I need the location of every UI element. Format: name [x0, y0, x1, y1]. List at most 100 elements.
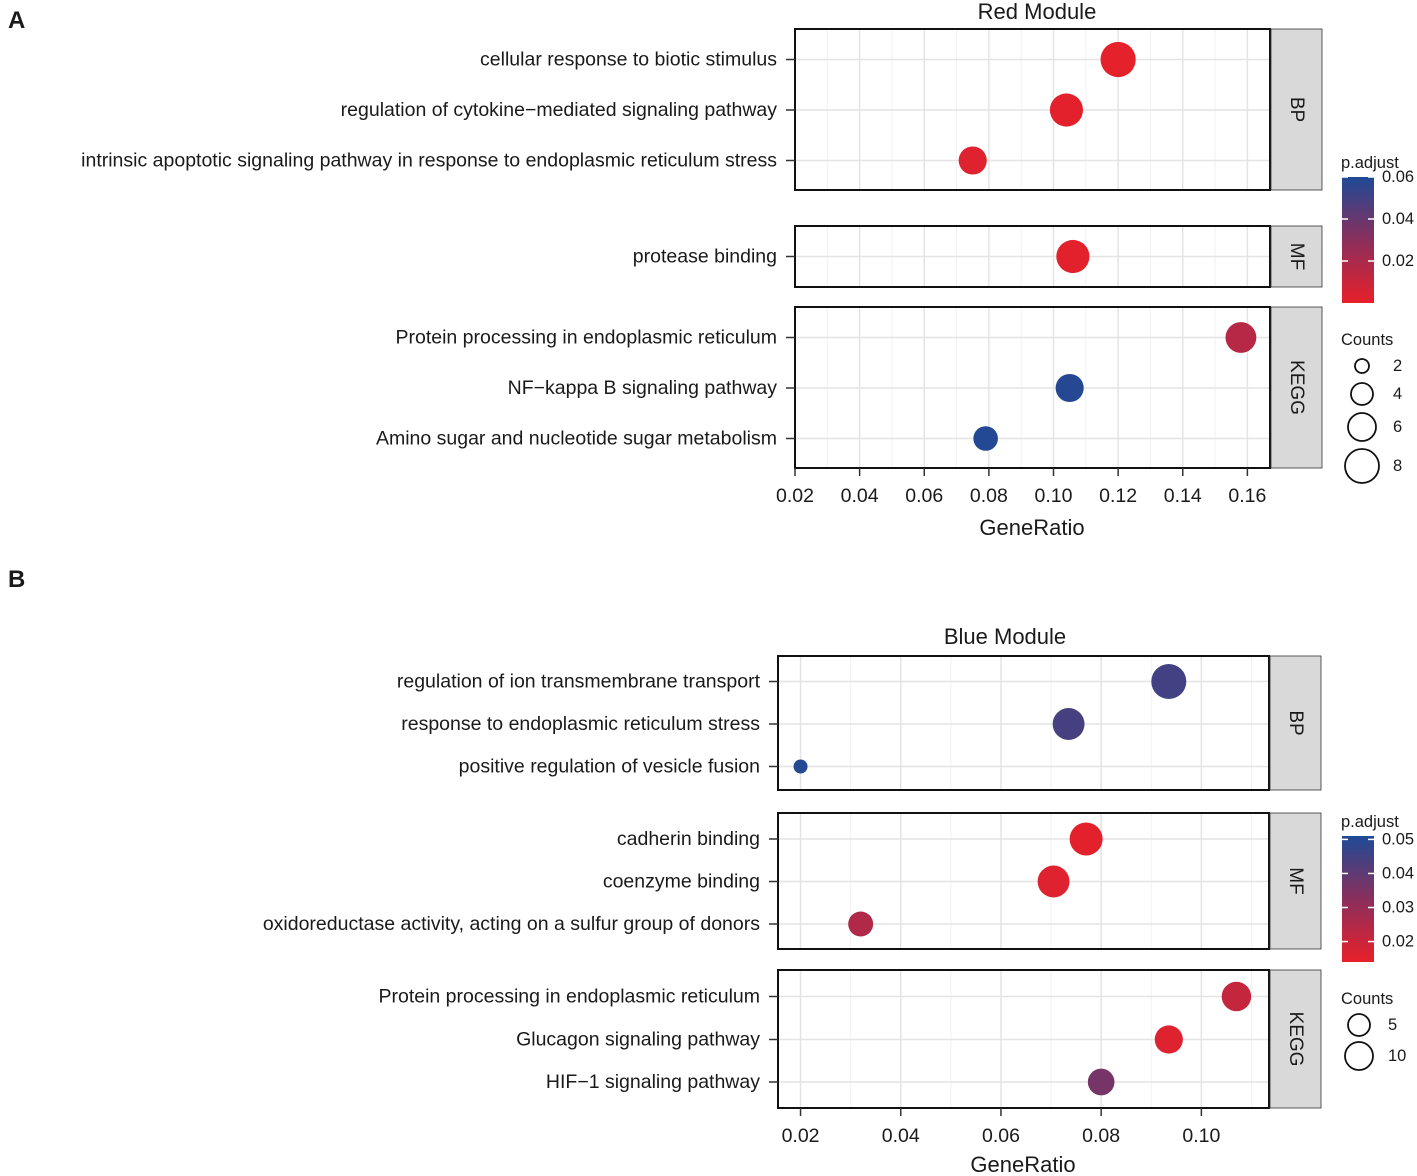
- y-tick-label: protease binding: [633, 246, 777, 268]
- panel-b-facet-bp-row-0: regulation of ion transmembrane transpor…: [397, 664, 1187, 699]
- panel-a-facet-kegg: KEGG Protein processing in endoplasmic r…: [376, 306, 1323, 469]
- x-tick-label: 0.06: [905, 485, 943, 507]
- dot-coenzyme-binding: [1037, 865, 1070, 898]
- panel-b-facet-mf-strip-label: MF: [1285, 867, 1306, 894]
- x-tick-label: 0.08: [1082, 1125, 1120, 1147]
- dot-glucagon-signaling: [1154, 1025, 1183, 1054]
- y-tick-label: Amino sugar and nucleotide sugar metabol…: [376, 428, 777, 450]
- colorbar-tick-label: 0.02: [1382, 933, 1414, 951]
- panel-a-color-legend-title: p.adjust: [1341, 154, 1399, 172]
- dot-amino-sugar-metabolism: [973, 426, 998, 451]
- colorbar-tick-label: 0.05: [1382, 830, 1414, 848]
- x-tick-label: 0.10: [1035, 485, 1073, 507]
- y-tick-label: Protein processing in endoplasmic reticu…: [378, 986, 760, 1008]
- size-legend-label: 6: [1393, 418, 1402, 436]
- panel-b-size-legend-keys: 5 10: [1344, 1013, 1406, 1071]
- dot-cellular-response-to-biotic-stimulus: [1100, 41, 1136, 78]
- panel-b-facet-kegg-row-1: Glucagon signaling pathway: [516, 1025, 1183, 1054]
- panel-b-color-legend: p.adjust 0.05 0.04 0.03 0.02: [1341, 813, 1414, 962]
- x-tick-label: 0.06: [982, 1125, 1020, 1147]
- panel-b-facet-bp-row-2: positive regulation of vesicle fusion: [459, 756, 808, 778]
- panel-b-facet-bp-gridlines: [778, 656, 1269, 790]
- size-legend-circle: [1354, 358, 1370, 374]
- dot-cadherin-binding: [1069, 822, 1103, 856]
- panel-b-facet-kegg-row-0: Protein processing in endoplasmic reticu…: [378, 981, 1252, 1012]
- panel-b-size-legend: Counts 5 10: [1341, 990, 1406, 1071]
- panel-b-color-legend-title: p.adjust: [1341, 813, 1399, 831]
- panel-b-facet-kegg-gridlines: [778, 970, 1269, 1108]
- panel-a-facet-kegg-strip: [1270, 306, 1323, 469]
- panel-b-facet-mf-row-2: oxidoreductase activity, acting on a sul…: [263, 911, 874, 937]
- panel-b-facet-mf: MF cadherin binding coenzyme binding oxi…: [263, 812, 1322, 950]
- size-legend-label: 10: [1388, 1047, 1406, 1065]
- dot-regulation-of-ion-transmembrane-transport: [1151, 664, 1187, 699]
- panel-a-letter: A: [8, 7, 25, 34]
- x-tick-label: 0.02: [776, 485, 814, 507]
- y-tick-label: response to endoplasmic reticulum stress: [401, 713, 760, 735]
- panel-a-color-legend: p.adjust 0.06 0.04 0.02: [1341, 154, 1414, 303]
- y-tick-label: coenzyme binding: [603, 871, 760, 893]
- size-legend-circle: [1344, 1041, 1374, 1071]
- dot-regulation-of-cytokine-mediated-signaling: [1049, 93, 1083, 127]
- panel-a-facet-bp-strip-label: BP: [1286, 97, 1307, 122]
- panel-b-x-ticks: 0.02 0.04 0.06 0.08 0.10: [782, 1108, 1220, 1147]
- panel-b-facet-bp-border: [777, 655, 1270, 791]
- y-tick-label: NF−kappa B signaling pathway: [508, 377, 778, 399]
- panel-a-facet-mf-row-0: protease binding: [633, 239, 1090, 274]
- panel-b-facet-kegg-strip: [1269, 969, 1322, 1109]
- dot-protein-processing-in-er: [1221, 981, 1252, 1012]
- panel-b-letter: B: [8, 566, 25, 593]
- panel-b-facet-kegg-row-2: HIF−1 signaling pathway: [546, 1068, 1115, 1096]
- panel-a-size-legend-keys: 2 4 6 8: [1344, 357, 1402, 484]
- panel-a-x-axis-title: GeneRatio: [979, 515, 1084, 540]
- panel-b-color-legend-ticks: 0.05 0.04 0.03 0.02: [1342, 830, 1414, 951]
- panel-b-size-legend-title: Counts: [1341, 990, 1393, 1008]
- panel-a-facet-kegg-gridlines: [794, 307, 1270, 468]
- panel-b-facet-mf-row-0: cadherin binding: [617, 822, 1103, 856]
- panel-a-color-legend-ticks: 0.06 0.04 0.02: [1342, 168, 1414, 270]
- panel-a-x-axis: 0.02 0.04 0.06 0.08 0.10 0.12 0.14 0.16 GeneRat…: [776, 468, 1266, 540]
- x-tick-label: 0.12: [1099, 485, 1137, 507]
- panel-a-facet-mf-strip: [1270, 225, 1323, 288]
- x-tick-label: 0.04: [882, 1125, 920, 1147]
- panel-b: B Blue Module BP regulation of ion trans…: [8, 566, 1414, 1176]
- y-tick-label: cadherin binding: [617, 828, 760, 850]
- panel-a-facet-mf-strip-label: MF: [1286, 243, 1307, 270]
- colorbar-tick-label: 0.02: [1382, 252, 1414, 270]
- x-tick-label: 0.10: [1182, 1125, 1220, 1147]
- panel-b-facet-kegg-strip-label: KEGG: [1285, 1012, 1306, 1067]
- size-legend-circle: [1347, 1013, 1371, 1037]
- panel-b-facet-mf-row-1: coenzyme binding: [603, 865, 1070, 898]
- panel-b-facet-mf-strip: [1269, 812, 1322, 950]
- panel-a-facet-kegg-strip-label: KEGG: [1286, 360, 1307, 415]
- size-legend-circle: [1344, 448, 1380, 484]
- dot-hif-1-signaling: [1087, 1068, 1115, 1096]
- panel-b-title: Blue Module: [944, 624, 1066, 649]
- panel-a-facet-kegg-row-2: Amino sugar and nucleotide sugar metabol…: [376, 426, 998, 451]
- panel-b-facet-bp-bg: [778, 656, 1269, 790]
- x-tick-label: 0.16: [1228, 485, 1266, 507]
- dot-nf-kappa-b-signaling: [1055, 373, 1084, 403]
- y-tick-label: positive regulation of vesicle fusion: [459, 756, 760, 778]
- colorbar-tick-label: 0.04: [1382, 864, 1414, 882]
- dot-protein-processing-in-er: [1225, 322, 1257, 353]
- colorbar-tick-label: 0.04: [1382, 210, 1414, 228]
- panel-b-facet-bp: BP regulation of ion transmembrane trans…: [397, 655, 1322, 791]
- size-legend-circle: [1347, 412, 1377, 442]
- x-tick-label: 0.04: [841, 485, 879, 507]
- y-tick-label: HIF−1 signaling pathway: [546, 1071, 760, 1093]
- dot-oxidoreductase-activity-sulfur: [848, 911, 874, 937]
- panel-b-facet-bp-strip-label: BP: [1285, 710, 1306, 735]
- y-tick-label: oxidoreductase activity, acting on a sul…: [263, 913, 760, 935]
- size-legend-label: 5: [1388, 1016, 1397, 1034]
- panel-a-facet-mf: MF protease binding: [633, 225, 1323, 288]
- panel-a-facet-kegg-row-1: NF−kappa B signaling pathway: [508, 373, 1084, 403]
- y-tick-label: regulation of cytokine−mediated signalin…: [341, 99, 778, 121]
- panel-a-facet-bp-row-2: intrinsic apoptotic signaling pathway in…: [81, 146, 987, 175]
- panel-a-facet-bp: BP cellular response to biotic stimulus …: [81, 28, 1323, 191]
- y-tick-label: regulation of ion transmembrane transpor…: [397, 671, 761, 693]
- colorbar-tick-label: 0.03: [1382, 899, 1414, 917]
- dot-positive-regulation-of-vesicle-fusion: [793, 759, 808, 774]
- panel-a-size-legend: Counts 2 4 6 8: [1341, 331, 1402, 484]
